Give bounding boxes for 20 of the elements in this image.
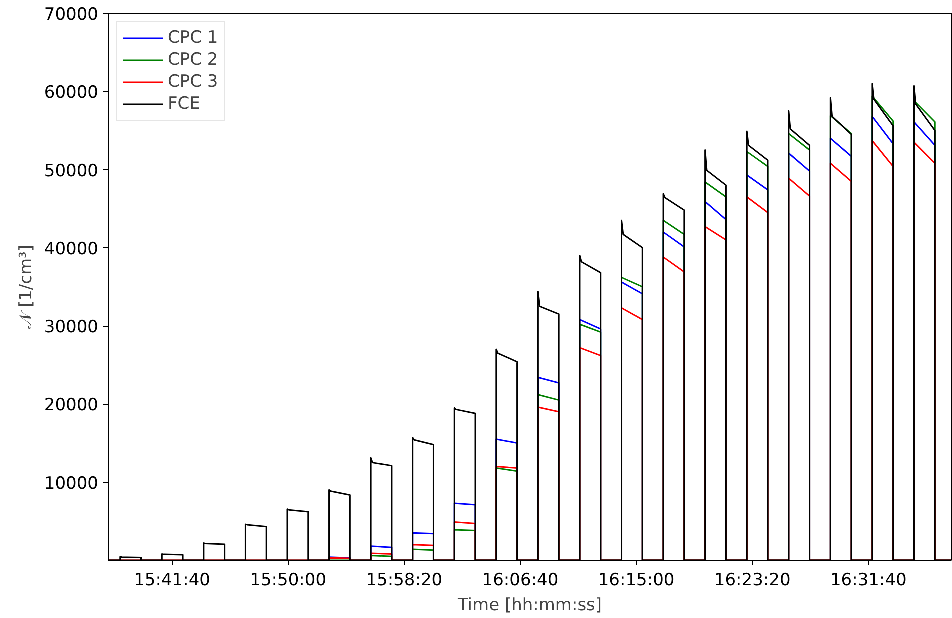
x-tick-label: 16:23:20 (714, 570, 791, 590)
x-tick-label: 15:58:20 (366, 570, 443, 590)
y-tick-label: 30000 (44, 318, 99, 338)
x-tick-label: 16:31:40 (830, 570, 907, 590)
x-tick-label: 16:06:40 (482, 570, 559, 590)
y-tick-label: 20000 (44, 396, 99, 416)
y-tick-label: 70000 (44, 5, 99, 25)
legend-label: FCE (168, 94, 200, 114)
legend-label: CPC 3 (168, 72, 218, 92)
x-tick-label: 15:41:40 (134, 570, 210, 590)
legend-label: CPC 2 (168, 50, 218, 70)
x-axis-title: Time [hh:mm:ss] (456, 596, 602, 616)
x-tick-label: 16:15:00 (598, 570, 675, 590)
x-tick-label: 15:50:00 (250, 570, 327, 590)
y-tick-label: 40000 (44, 239, 99, 260)
legend-label: CPC 1 (168, 28, 218, 48)
y-axis-title: 𝒩 [1/cm³] (16, 245, 36, 329)
y-tick-label: 50000 (44, 161, 99, 182)
y-tick-label: 60000 (44, 83, 99, 104)
y-tick-label: 10000 (44, 474, 99, 494)
